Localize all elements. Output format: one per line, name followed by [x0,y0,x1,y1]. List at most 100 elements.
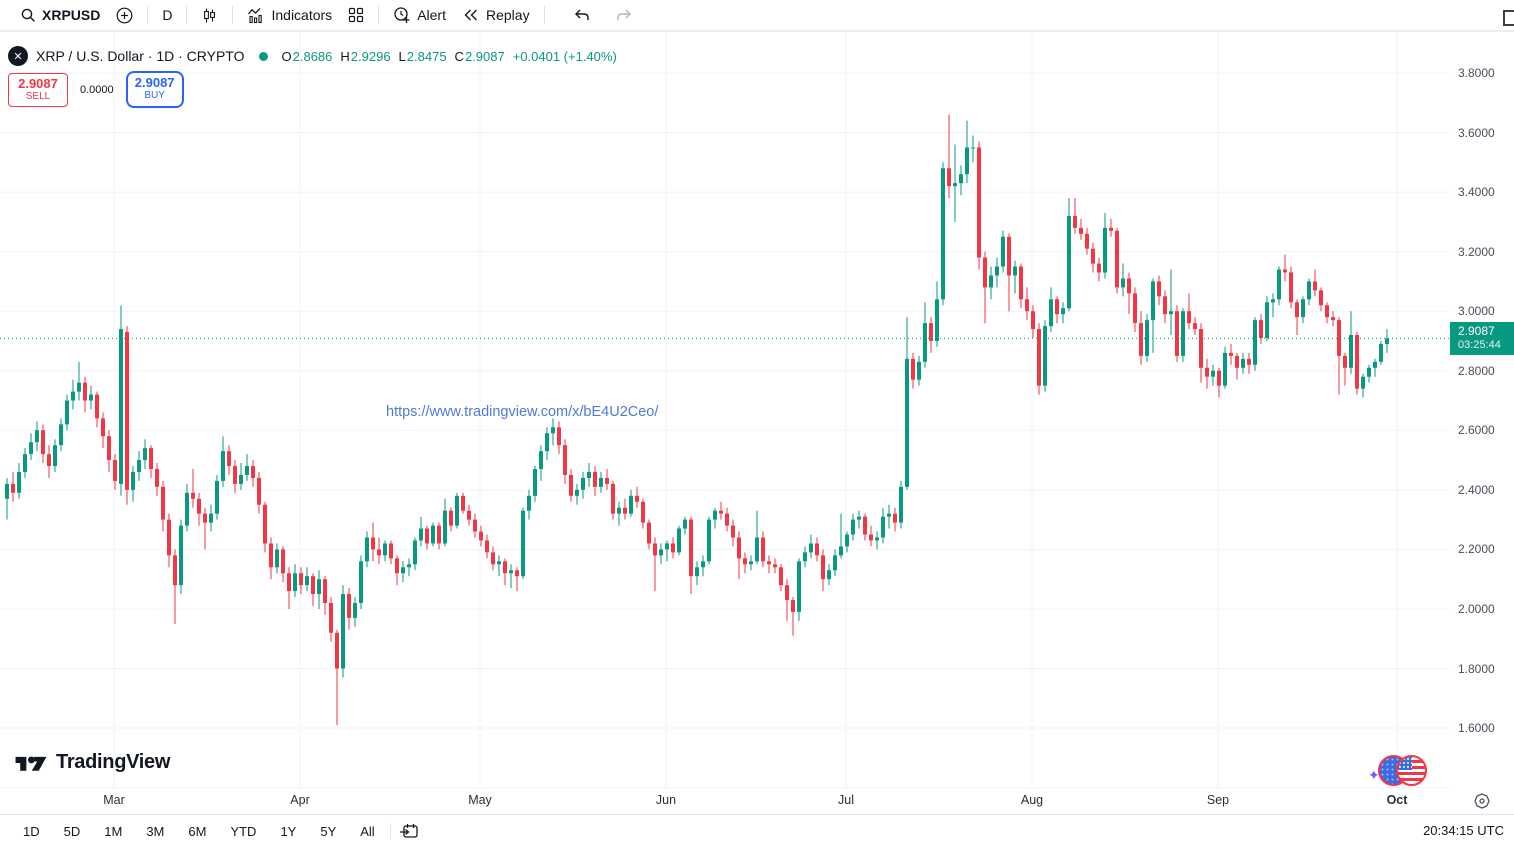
price-axis[interactable]: 2.9087 03:25:44 3.8000 3.6000 3.4000 3.2000… [1450,32,1514,790]
candle-body [929,323,933,341]
symbol-header[interactable]: ✕ XRP / U.S. Dollar · 1D · CRYPTO O 2.868… [8,46,617,66]
toolbar-separator [378,6,380,24]
compare-add-symbol-button[interactable] [108,2,141,28]
candle-body [635,495,639,502]
range-button-3m[interactable]: 3M [146,823,165,839]
candle-body [395,558,399,574]
candle-body [143,448,147,461]
range-button-5d[interactable]: 5D [63,823,81,839]
sell-button[interactable]: 2.9087 SELL [8,72,68,107]
candle-body [53,445,57,467]
candle-body [1019,266,1023,300]
candle-body [797,561,801,612]
candle-body [653,543,657,556]
price-axis-label: 2.0000 [1458,601,1495,616]
candle-body [185,492,189,526]
interval-label: D [162,7,173,23]
candle-body [323,579,327,603]
candle-body [743,558,747,565]
alert-button[interactable]: Alert [385,2,454,28]
candle-body [89,394,93,401]
replay-button[interactable]: Replay [454,2,538,28]
chart-style-button[interactable] [193,2,226,28]
time-axis[interactable]: Mar Apr May Jun Jul Aug Sep Oct [0,790,1514,814]
price-axis-label: 3.4000 [1458,185,1495,200]
candle-body [215,480,219,514]
candle-body [707,519,711,562]
candle-body [17,471,21,493]
candle-body [107,436,111,461]
candle-body [77,382,81,392]
sparkle-icon: ✦ [1368,767,1380,783]
candle-body [1271,299,1275,303]
price-chart-canvas[interactable] [0,32,1450,790]
order-panel: 2.9087 SELL 0.0000 2.9087 BUY [8,71,184,108]
candle-body [1217,370,1221,386]
clock-utc[interactable]: 20:34:15 UTC [1423,823,1504,838]
undo-button[interactable] [565,2,599,28]
candle-body [737,537,741,559]
tradingview-logo[interactable]: TradingView [14,751,170,774]
price-axis-label: 1.8000 [1458,661,1495,676]
candle-body [1199,329,1203,368]
buy-button[interactable]: 2.9087 BUY [125,71,184,108]
candle-body [299,573,303,586]
maximize-icon[interactable] [1503,10,1514,26]
range-button-1d[interactable]: 1D [23,823,40,839]
candle-body [1367,367,1371,377]
search-icon [21,8,35,22]
candle-body [821,555,825,580]
candle-body [509,570,513,574]
symbol-search-button[interactable]: XRPUSD [12,2,108,28]
candle-body [545,433,549,452]
candle-body [341,594,345,669]
candle-body [647,522,651,544]
candle-body [1247,358,1251,365]
candle-body [911,358,915,380]
indicator-templates-button[interactable] [340,2,372,28]
candle-body [1187,311,1191,324]
time-axis-month-label: Apr [290,793,310,807]
candle-body [1211,370,1215,377]
current-price-badge: 2.9087 03:25:44 [1450,322,1514,356]
bar-countdown: 03:25:44 [1458,339,1501,352]
timezone-settings-gear-icon[interactable] [1473,792,1491,810]
candle-body [365,537,369,562]
candle-body [731,525,735,538]
candle-body [425,528,429,544]
price-axis-label: 2.2000 [1458,542,1495,557]
symbol-name: XRPUSD [42,7,101,23]
interval-button[interactable]: D [154,2,180,28]
range-button-5y[interactable]: 5Y [320,823,337,839]
indicators-button[interactable]: Indicators [239,2,340,28]
candle-body [959,174,963,184]
range-button-6m[interactable]: 6M [188,823,207,839]
low-label: L [398,48,406,64]
snapshot-link[interactable]: https://www.tradingview.com/x/bE4U2Ceo/ [386,404,659,420]
candle-body [1133,293,1137,324]
open-value: 2.8686 [292,48,333,64]
candle-body [1037,329,1041,386]
go-to-date-calendar-icon[interactable] [399,822,419,840]
candle-body [461,495,465,511]
grid-templates-icon [349,7,364,23]
candle-body [1085,233,1089,249]
candle-body [1283,269,1287,273]
flag-badges[interactable]: ✦ [1368,753,1432,791]
candle-body [1241,358,1245,368]
indicators-label: Indicators [271,7,333,23]
candle-body [617,507,621,514]
candle-body [1319,290,1323,306]
redo-button[interactable] [607,2,641,28]
range-button-1m[interactable]: 1M [104,823,123,839]
toolbar-separator [186,6,188,24]
replay-label: Replay [485,7,530,23]
candle-body [1121,278,1125,288]
candle-body [473,519,477,532]
range-button-1y[interactable]: 1Y [280,823,297,839]
range-button-ytd[interactable]: YTD [230,823,257,839]
candle-body [947,168,951,187]
candle-body [1163,296,1167,315]
candle-body [1127,278,1131,294]
range-button-all[interactable]: All [360,823,375,839]
